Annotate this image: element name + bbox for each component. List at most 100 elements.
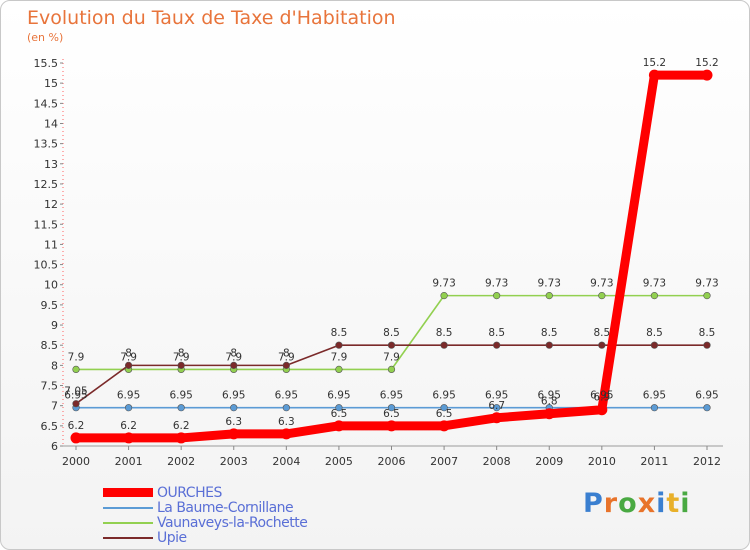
data-point <box>177 404 185 412</box>
chart-title: Evolution du Taux de Taxe d'Habitation <box>27 7 396 29</box>
data-label: 7.9 <box>331 351 348 363</box>
data-point <box>387 365 396 374</box>
data-label: 6.5 <box>383 408 400 420</box>
data-label: 8 <box>125 347 132 359</box>
data-label: 8.5 <box>383 327 400 339</box>
y-tick-label: 8.5 <box>41 339 59 352</box>
data-point <box>493 292 501 300</box>
data-point <box>335 404 343 412</box>
y-tick-label: 15 <box>44 77 58 90</box>
data-point <box>650 404 659 412</box>
data-label: 6.2 <box>68 420 85 432</box>
data-label: 6.95 <box>275 390 298 402</box>
x-tick-label: 2004 <box>272 455 300 468</box>
legend-item: Upie <box>103 529 307 546</box>
data-label: 6.2 <box>173 420 190 432</box>
legend-label: Vaunaveys-la-Rochette <box>157 514 308 531</box>
data-label: 8.5 <box>593 327 610 339</box>
y-tick-label: 13.5 <box>34 138 59 151</box>
data-label: 6.95 <box>538 390 561 402</box>
data-point <box>72 400 80 408</box>
data-point <box>387 341 396 349</box>
data-label: 8.5 <box>436 327 453 339</box>
data-label: 6.95 <box>327 390 350 402</box>
series-line-0 <box>71 70 712 443</box>
data-point <box>493 341 501 349</box>
data-point <box>280 428 292 440</box>
data-point <box>228 428 240 440</box>
data-point <box>387 404 396 412</box>
x-tick-label: 2002 <box>167 455 195 468</box>
y-tick-label: 8 <box>51 359 58 372</box>
x-tick-label: 2001 <box>115 455 143 468</box>
data-point <box>123 432 135 444</box>
data-label: 15.2 <box>643 57 666 69</box>
data-label: 8 <box>230 347 237 359</box>
legend-swatch <box>103 488 153 497</box>
data-point <box>177 361 185 369</box>
data-point <box>70 432 82 444</box>
data-label: 8 <box>178 347 185 359</box>
data-point <box>598 292 606 300</box>
y-tick-label: 10.5 <box>34 259 59 272</box>
legend-item: La Baume-Cornillane <box>103 500 307 516</box>
data-point <box>230 404 238 412</box>
data-point <box>124 404 133 412</box>
y-tick-label: 11 <box>44 238 58 251</box>
data-point <box>333 420 345 432</box>
data-point <box>545 292 553 300</box>
legend-label: OURCHES <box>157 484 222 501</box>
data-label: 6.8 <box>541 396 558 408</box>
data-label: 15.2 <box>695 57 718 69</box>
y-tick-label: 15.5 <box>34 57 59 70</box>
data-label: 9.73 <box>538 278 561 290</box>
data-label: 7.9 <box>383 351 400 363</box>
data-point <box>650 341 659 349</box>
x-tick-label: 2012 <box>693 455 721 468</box>
data-point <box>230 361 238 369</box>
data-point <box>596 404 608 416</box>
data-label: 8.5 <box>488 327 505 339</box>
data-label: 6.95 <box>432 390 455 402</box>
data-point <box>650 292 659 300</box>
data-point <box>124 361 133 369</box>
y-tick-label: 6 <box>51 440 58 453</box>
y-tick-label: 12 <box>44 198 58 211</box>
legend-item: Vaunaveys-la-Rochette <box>103 514 308 531</box>
data-point <box>440 404 448 412</box>
logo-letter: i <box>680 488 691 519</box>
y-tick-label: 12.5 <box>34 178 59 191</box>
legend-swatch <box>103 521 153 524</box>
data-point <box>438 420 450 432</box>
data-label: 6.3 <box>225 416 242 428</box>
data-point <box>703 341 711 349</box>
data-label: 6.7 <box>488 400 505 412</box>
data-point <box>543 408 555 420</box>
logo-letter: x <box>637 488 657 519</box>
logo-letter: i <box>656 488 667 519</box>
legend-label: Upie <box>157 529 187 546</box>
chart-subtitle: (en %) <box>27 31 64 44</box>
x-tick-label: 2008 <box>483 455 511 468</box>
logo-letter: P <box>583 488 604 519</box>
x-tick-label: 2006 <box>378 455 406 468</box>
x-tick-label: 2011 <box>640 455 668 468</box>
data-label: 6.95 <box>643 390 666 402</box>
x-tick-label: 2000 <box>62 455 90 468</box>
data-label: 9.73 <box>485 278 508 290</box>
y-tick-label: 14 <box>44 117 58 130</box>
data-label: 7.9 <box>225 351 242 363</box>
data-label: 6.5 <box>331 408 348 420</box>
data-point <box>440 292 448 300</box>
data-label: 8 <box>283 347 290 359</box>
data-label: 6.95 <box>380 390 403 402</box>
data-label: 9.73 <box>432 278 455 290</box>
data-label: 7.9 <box>173 351 190 363</box>
y-tick-label: 13 <box>44 158 58 171</box>
data-label: 8.5 <box>331 327 348 339</box>
data-label: 7.9 <box>68 351 85 363</box>
y-tick-label: 9 <box>51 319 58 332</box>
data-label: 6.95 <box>695 390 718 402</box>
data-point <box>598 341 606 349</box>
